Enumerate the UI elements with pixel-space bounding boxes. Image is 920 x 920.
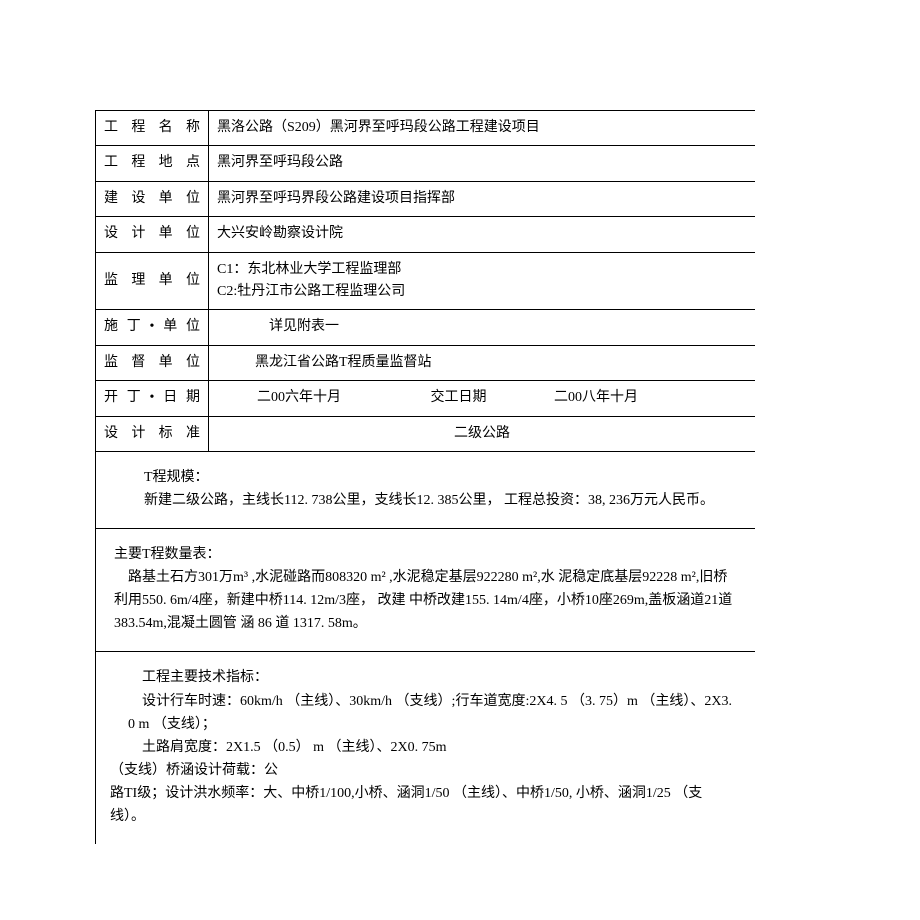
scale-title: T程规模： (144, 466, 731, 489)
label-designer: 设计单位 (96, 217, 209, 252)
label-project-name: 工程名称 (96, 111, 209, 146)
supervisor-c1: C1：东北林业大学工程监理部 (217, 259, 747, 281)
scale-body: 新建二级公路，主线长112. 738公里，支线长12. 385公里， 工程总投资… (144, 489, 731, 512)
value-supervisor: C1：东北林业大学工程监理部 C2:牡丹江市公路工程监理公司 (209, 252, 756, 310)
tech-l2: 土路肩宽度：2X1.5 （0.5） m （主线）、2X0. 75m (110, 736, 737, 759)
section-qty: 主要T程数量表： 路基土石方301万m³ ,水泥碰路而808320 m² ,水泥… (96, 529, 756, 652)
label-contractor: 施丁•单位 (96, 310, 209, 345)
start-date: 二00六年十月 (217, 387, 427, 409)
section-scale: T程规模： 新建二级公路，主线长112. 738公里，支线长12. 385公里，… (96, 451, 756, 528)
completion-date: 二00八年十月 (554, 387, 638, 409)
value-quality: 黑龙江省公路T程质量监督站 (209, 345, 756, 380)
label-builder: 建设单位 (96, 181, 209, 216)
label-supervisor: 监理单位 (96, 252, 209, 310)
project-info-table: 工程名称 黑洛公路（S209）黑河界至呼玛段公路工程建设项目 工程地点 黑河界至… (95, 110, 755, 844)
label-project-loc: 工程地点 (96, 146, 209, 181)
label-completion: 交工日期 (431, 387, 551, 409)
value-dates: 二00六年十月 交工日期 二00八年十月 (209, 381, 756, 416)
qty-title: 主要T程数量表： (114, 543, 737, 566)
value-project-loc: 黑河界至呼玛段公路 (209, 146, 756, 181)
label-start-date: 开丁•日期 (96, 381, 209, 416)
value-designer: 大兴安岭勘察设计院 (209, 217, 756, 252)
tech-l3: （支线）桥涵设计荷载：公 (110, 759, 737, 782)
value-builder: 黑河界至呼玛界段公路建设项目指挥部 (209, 181, 756, 216)
supervisor-c2: C2:牡丹江市公路工程监理公司 (217, 281, 747, 303)
section-tech: 工程主要技术指标： 设计行车时速：60km/h （主线）、30km/h （支线）… (96, 652, 756, 844)
tech-l1: 设计行车时速：60km/h （主线）、30km/h （支线）;行车道宽度:2X4… (110, 690, 737, 736)
value-design-std: 二级公路 (209, 416, 756, 451)
value-project-name: 黑洛公路（S209）黑河界至呼玛段公路工程建设项目 (209, 111, 756, 146)
tech-title: 工程主要技术指标： (110, 666, 737, 689)
qty-body: 路基土石方301万m³ ,水泥碰路而808320 m² ,水泥稳定基层92228… (114, 566, 737, 635)
label-quality: 监督单位 (96, 345, 209, 380)
label-design-std: 设计标准 (96, 416, 209, 451)
value-contractor: 详见附表一 (209, 310, 756, 345)
tech-l4: 路TI级；设计洪水频率：大、中桥1/100,小桥、涵洞1/50 （主线）、中桥1… (110, 782, 737, 828)
